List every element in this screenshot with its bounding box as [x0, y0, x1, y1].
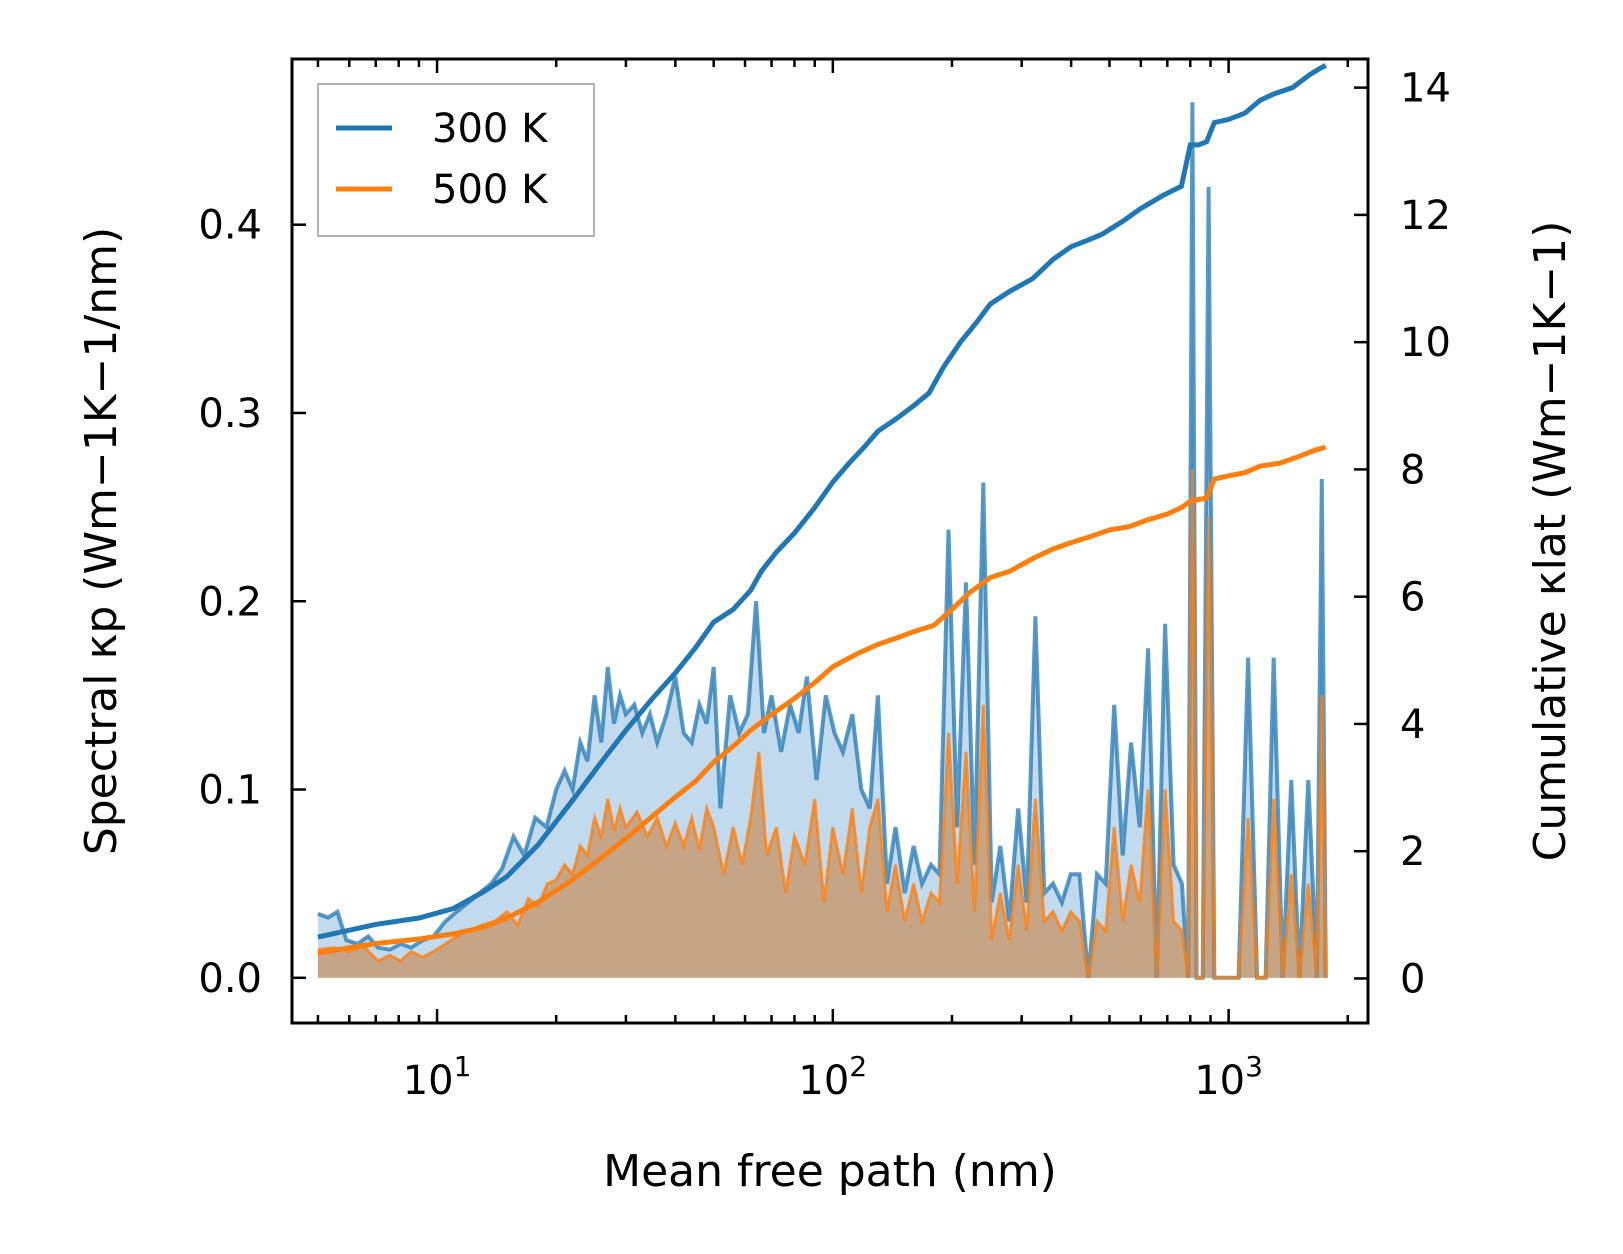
y-left-tick-labels: 0.0 0.1 0.2 0.3 0.4: [198, 203, 262, 1002]
cumulative-line-300k: [317, 63, 1327, 940]
spectral-line-300k: [317, 102, 1328, 980]
x-tick-label-100: 102: [798, 1050, 867, 1104]
x-tick-labels: 101 102 103: [403, 1050, 1263, 1104]
y-right-tick-labels: 0 2 4 6 8 10 12 14: [1400, 66, 1451, 1003]
legend-label-500k: 500 K: [432, 167, 549, 213]
y-right-tick-label: 10: [1400, 320, 1451, 366]
y-left-tick-label: 0.4: [198, 203, 262, 249]
y-right-axis-label: Cumulative κlat (Wm−1K−1): [1525, 221, 1576, 862]
y-left-tick-label: 0.1: [198, 768, 262, 814]
legend-box: [317, 83, 595, 237]
legend: 300 K 500 K: [317, 83, 595, 237]
y-left-axis-label: Spectral κp (Wm−1K−1/nm): [76, 227, 127, 855]
x-tick-label-1000: 103: [1194, 1050, 1263, 1104]
y-right-tick-label: 8: [1400, 447, 1425, 493]
y-left-tick-label: 0.2: [198, 579, 262, 625]
plot-frame: [290, 57, 1370, 1025]
legend-label-300k: 300 K: [432, 106, 549, 152]
axis-ticks: [292, 59, 1368, 1023]
y-right-tick-label: 12: [1400, 193, 1451, 239]
y-right-tick-label: 2: [1400, 829, 1425, 875]
plot-area: [317, 63, 1328, 980]
y-right-tick-label: 0: [1400, 957, 1425, 1003]
spectral-line-500k: [317, 469, 1328, 980]
y-right-tick-label: 6: [1400, 575, 1425, 621]
x-axis-label: Mean free path (nm): [603, 1146, 1057, 1197]
y-right-tick-label: 14: [1400, 66, 1451, 112]
y-left-tick-label: 0.3: [198, 391, 262, 437]
y-left-tick-label: 0.0: [198, 956, 262, 1002]
x-tick-label-10: 101: [403, 1050, 472, 1104]
cumulative-line-500k: [317, 444, 1327, 956]
y-right-tick-label: 4: [1400, 702, 1425, 748]
spectral-fill-300k: [317, 102, 1326, 978]
